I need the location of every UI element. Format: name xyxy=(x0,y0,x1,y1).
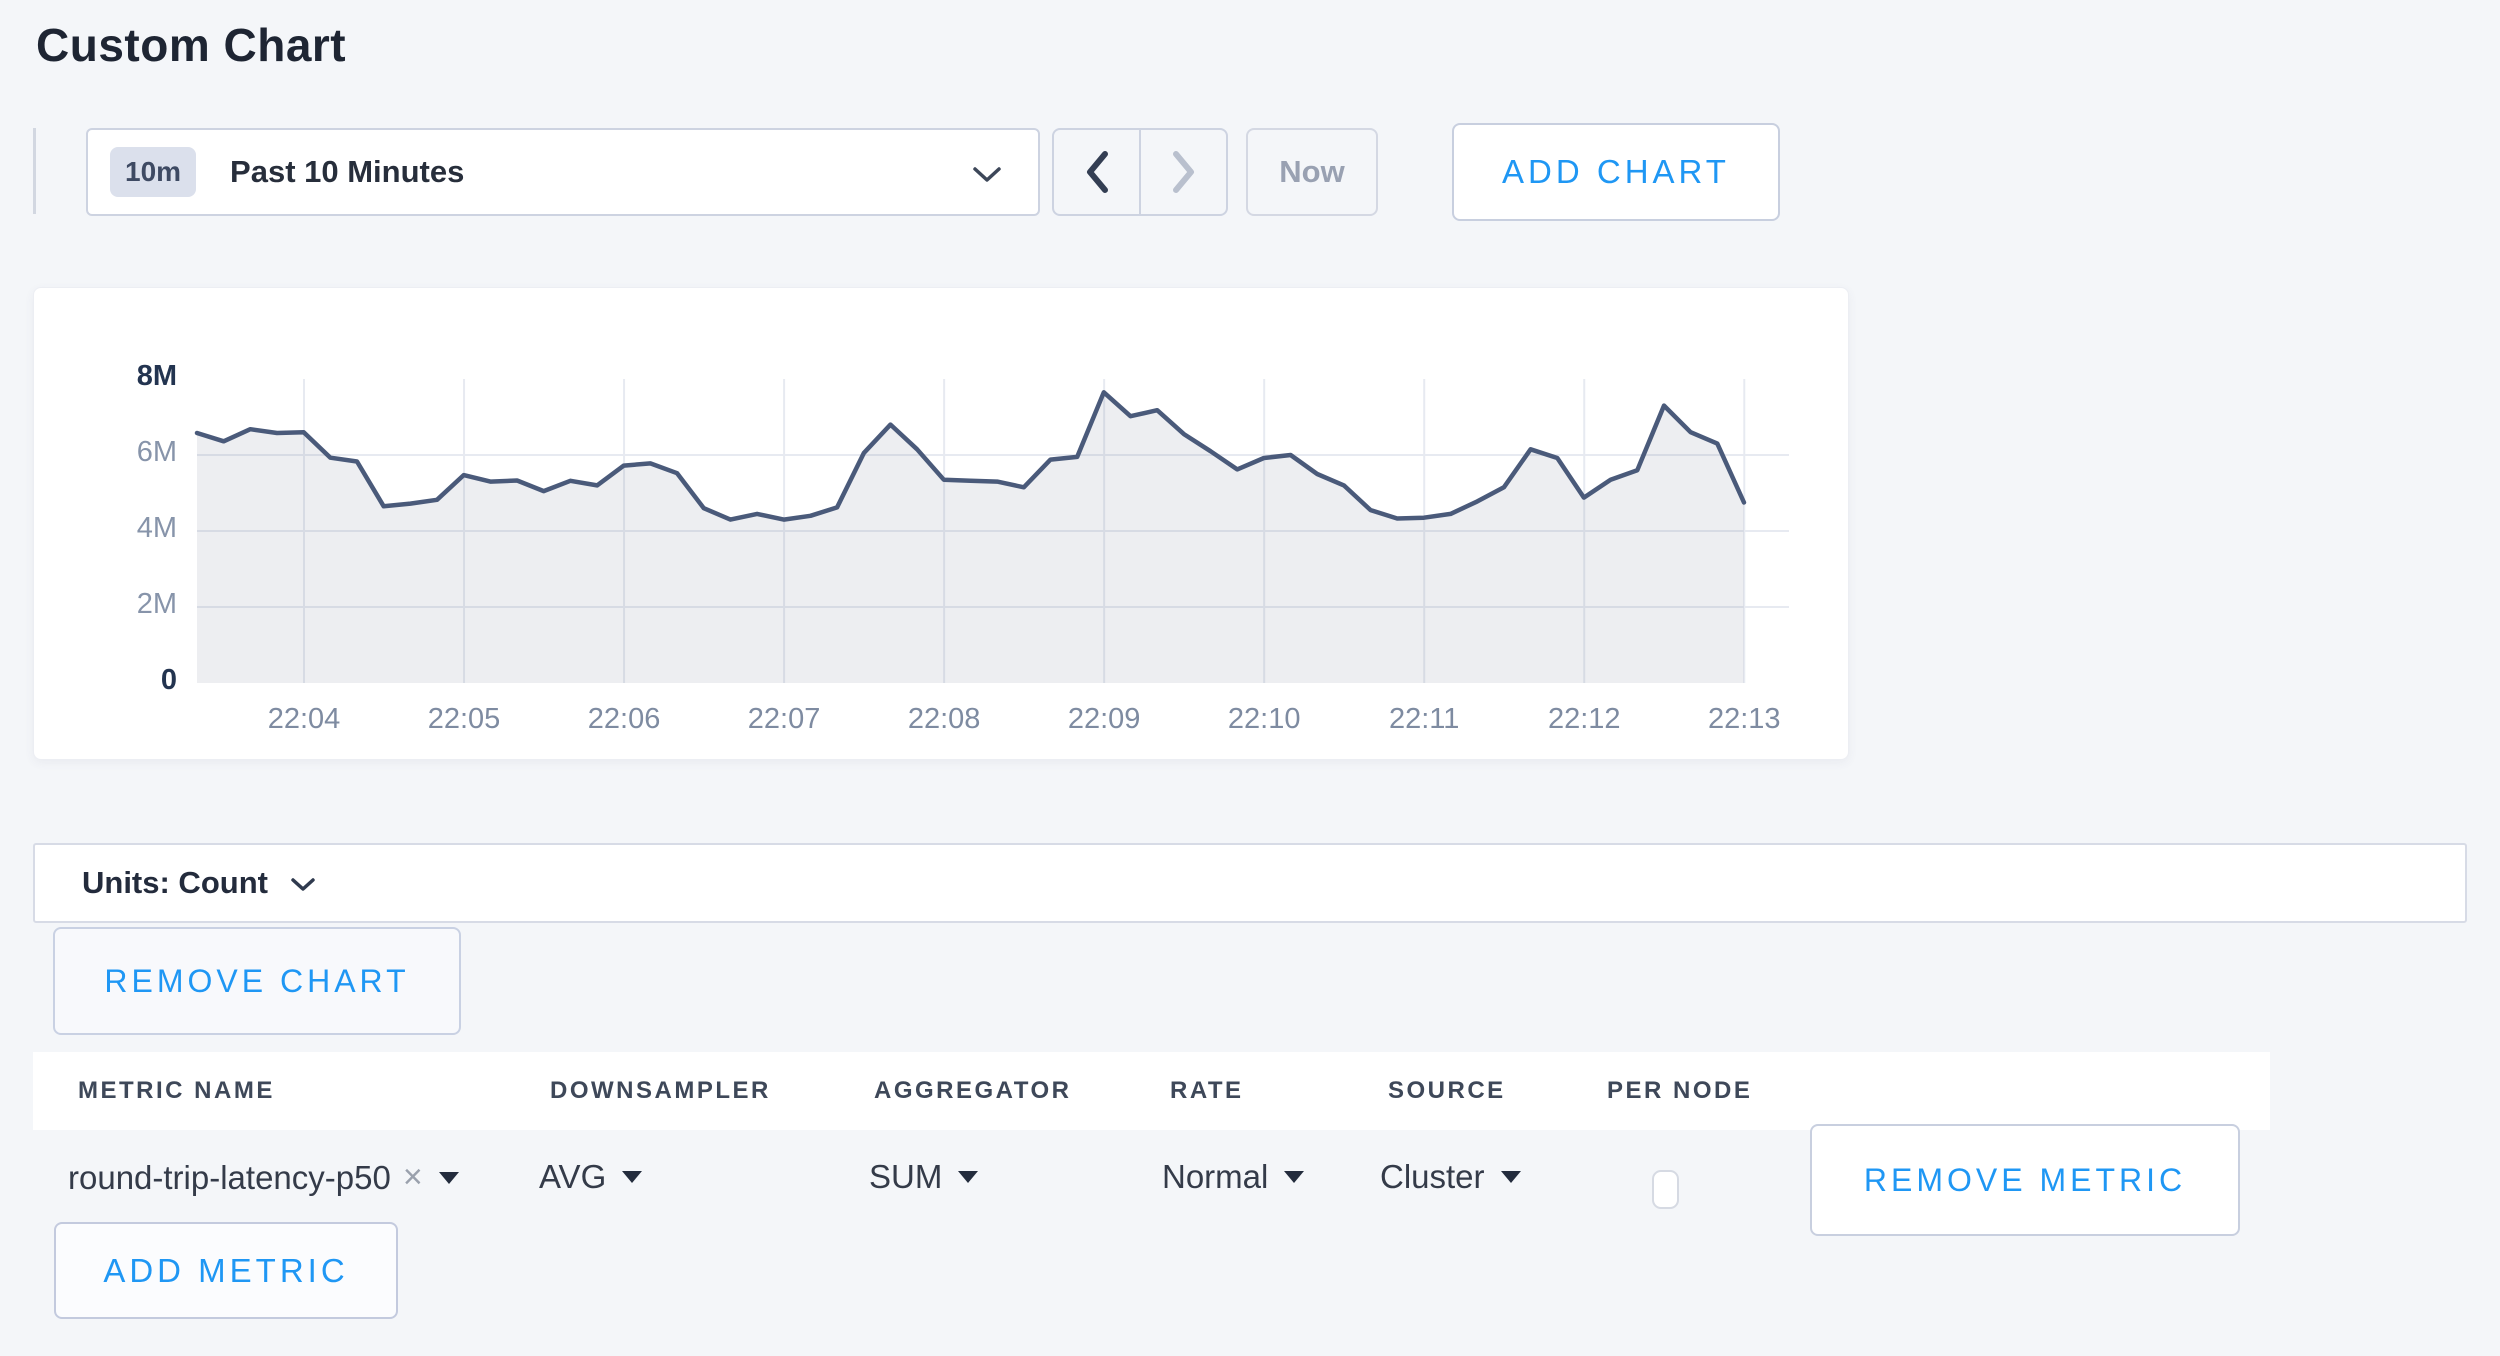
column-metric-name: METRIC NAME xyxy=(78,1077,275,1104)
downsampler-dropdown[interactable]: AVG xyxy=(539,1158,643,1196)
column-per-node: PER NODE xyxy=(1607,1077,1753,1104)
y-axis-tick: 6M xyxy=(136,436,177,468)
metric-table-row: round-trip-latency-p50 × AVG SUM Normal … xyxy=(33,1124,2467,1250)
remove-metric-button[interactable]: REMOVE METRIC xyxy=(1810,1124,2240,1236)
caret-down-icon xyxy=(438,1171,459,1184)
caret-down-icon xyxy=(1500,1171,1521,1183)
chevron-right-icon xyxy=(1171,150,1197,194)
aggregator-dropdown[interactable]: SUM xyxy=(869,1158,979,1196)
column-aggregator: AGGREGATOR xyxy=(874,1077,1072,1104)
source-dropdown[interactable]: Cluster xyxy=(1380,1158,1521,1196)
rate-value: Normal xyxy=(1162,1158,1269,1195)
column-rate: RATE xyxy=(1170,1077,1244,1104)
time-window-label: Past 10 Minutes xyxy=(230,154,465,189)
next-time-button[interactable] xyxy=(1141,130,1226,214)
time-step-group xyxy=(1052,128,1228,216)
caret-down-icon xyxy=(1284,1171,1305,1183)
page-title: Custom Chart xyxy=(36,19,347,71)
chevron-down-icon xyxy=(290,877,316,893)
column-downsampler: DOWNSAMPLER xyxy=(550,1077,771,1104)
x-axis-tick: 22:09 xyxy=(1067,703,1141,735)
x-axis-tick: 22:12 xyxy=(1547,703,1621,735)
x-axis-tick: 22:05 xyxy=(427,703,501,735)
x-axis-tick: 22:10 xyxy=(1227,703,1301,735)
toolbar-accent-divider xyxy=(33,128,36,214)
metric-name-dropdown[interactable]: round-trip-latency-p50 × xyxy=(68,1158,459,1197)
prev-time-button[interactable] xyxy=(1054,130,1141,214)
column-source: SOURCE xyxy=(1388,1077,1506,1104)
y-axis-tick: 2M xyxy=(136,588,177,620)
aggregator-value: SUM xyxy=(869,1158,943,1195)
downsampler-value: AVG xyxy=(539,1158,607,1195)
add-metric-button[interactable]: ADD METRIC xyxy=(54,1222,398,1319)
chart-panel: 0 2M 4M 6M 8M 22:04 22:05 22:06 22:07 22:08 22:09 2… xyxy=(33,287,1849,760)
x-axis-tick: 22:08 xyxy=(907,703,981,735)
y-axis-tick: 0 xyxy=(160,664,177,696)
time-window-dropdown[interactable]: 10m Past 10 Minutes xyxy=(86,128,1040,216)
caret-down-icon xyxy=(622,1171,643,1183)
rate-dropdown[interactable]: Normal xyxy=(1162,1158,1305,1196)
remove-chart-button[interactable]: REMOVE CHART xyxy=(53,927,461,1035)
metrics-table-header: METRIC NAME DOWNSAMPLER AGGREGATOR RATE … xyxy=(33,1052,2270,1130)
metric-name-value: round-trip-latency-p50 xyxy=(68,1158,391,1196)
x-axis-tick: 22:13 xyxy=(1707,703,1781,735)
units-label: Units: Count xyxy=(82,865,268,900)
source-value: Cluster xyxy=(1380,1158,1485,1195)
units-dropdown[interactable]: Units: Count xyxy=(33,843,2467,923)
chevron-down-icon xyxy=(972,166,1002,184)
now-button[interactable]: Now xyxy=(1246,128,1378,216)
add-chart-button[interactable]: ADD CHART xyxy=(1452,123,1780,221)
x-axis-tick: 22:07 xyxy=(747,703,821,735)
x-axis-tick: 22:04 xyxy=(267,703,341,735)
clear-metric-icon[interactable]: × xyxy=(402,1158,423,1196)
x-axis-tick: 22:11 xyxy=(1388,703,1460,735)
chevron-left-icon xyxy=(1084,150,1110,194)
per-node-checkbox[interactable] xyxy=(1652,1170,1679,1209)
y-axis-tick: 8M xyxy=(136,360,177,392)
x-axis-tick: 22:06 xyxy=(587,703,661,735)
caret-down-icon xyxy=(958,1171,979,1183)
time-window-badge: 10m xyxy=(110,147,197,197)
y-axis-tick: 4M xyxy=(136,512,177,544)
